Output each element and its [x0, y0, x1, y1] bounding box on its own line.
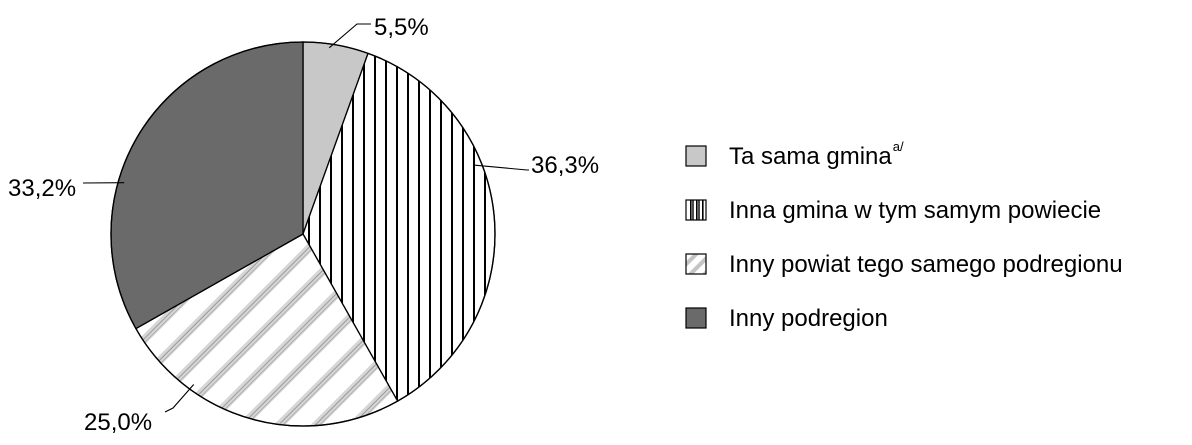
- legend: Ta sama gmina a/Inna gmina w tym samym po…: [685, 139, 1123, 332]
- pie-slices: [110, 41, 496, 427]
- legend-swatch-ta-sama-gmina: [685, 145, 707, 167]
- leader-line-inna-gmina-w-tym-samym-powiecie: [473, 164, 529, 171]
- percent-labels: 5,5% 36,3% 25,0% 33,2%: [8, 14, 599, 436]
- legend-item-inna-gmina-w-tym-samym-powiecie: Inna gmina w tym samym powiecie: [685, 197, 1101, 224]
- legend-item-inny-powiat-tego-samego-podregionu: Inny powiat tego samego podregionu: [685, 251, 1123, 278]
- legend-item-ta-sama-gmina: Ta sama gmina a/: [685, 139, 904, 170]
- legend-swatch-inny-podregion: [685, 307, 707, 329]
- percent-label-inna-gmina-w-tym-samym-powiecie: 36,3%: [531, 152, 599, 179]
- leader-lines: [82, 23, 529, 413]
- legend-label-inny-podregion: Inny podregion: [729, 305, 888, 332]
- legend-label-inna-gmina-w-tym-samym-powiecie: Inna gmina w tym samym powiecie: [729, 197, 1101, 224]
- leader-line-ta-sama-gmina: [328, 23, 371, 49]
- legend-label-ta-sama-gmina: Ta sama gmina: [729, 143, 892, 170]
- legend-superscript-ta-sama-gmina: a/: [893, 139, 904, 154]
- legend-label-inny-powiat-tego-samego-podregionu: Inny powiat tego samego podregionu: [729, 251, 1123, 278]
- legend-swatch-inny-powiat-tego-samego-podregionu: [685, 253, 707, 275]
- pie-outline: [110, 41, 496, 427]
- percent-label-inny-powiat-tego-samego-podregionu: 25,0%: [84, 409, 152, 436]
- legend-swatch-inna-gmina-w-tym-samym-powiecie: [685, 199, 707, 221]
- leader-line-inny-powiat-tego-samego-podregionu: [164, 384, 195, 413]
- percent-label-ta-sama-gmina: 5,5%: [374, 14, 429, 41]
- percent-label-inny-podregion: 33,2%: [8, 175, 76, 202]
- legend-item-inny-podregion: Inny podregion: [685, 305, 888, 332]
